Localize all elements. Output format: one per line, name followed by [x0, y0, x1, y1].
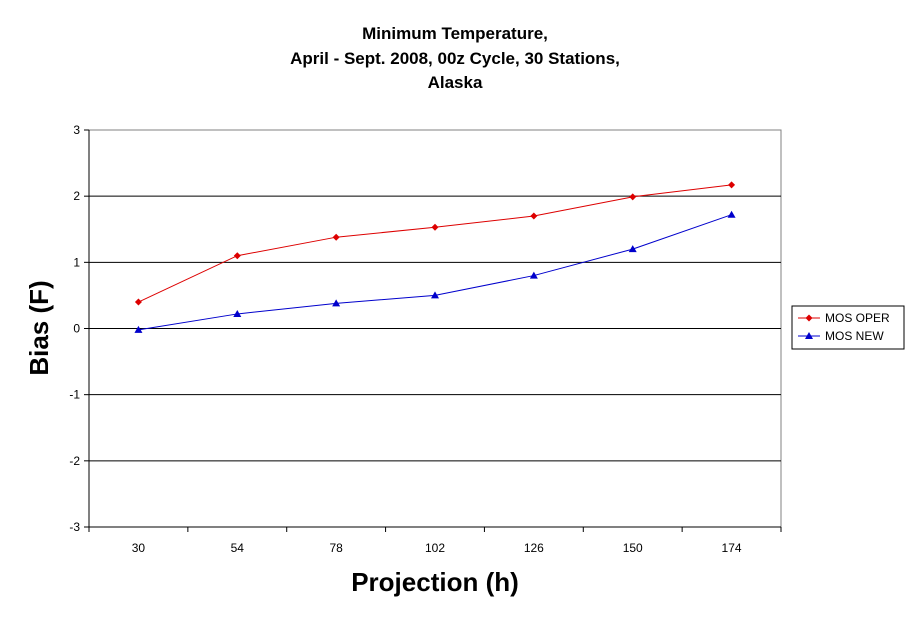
x-tick-label: 174 [722, 541, 742, 555]
data-point-mos-new [529, 271, 538, 279]
legend-label-mos-new: MOS NEW [825, 329, 884, 343]
data-point-mos-oper [332, 233, 340, 241]
chart-title-line-3: Alaska [428, 73, 483, 92]
series-layer [134, 181, 736, 333]
y-tick-label: 2 [73, 189, 80, 203]
y-tick-label: 0 [73, 322, 80, 336]
data-point-mos-new [332, 299, 341, 307]
legend-box [791, 305, 905, 350]
data-point-mos-new [628, 245, 637, 253]
chart-title-line-1: Minimum Temperature, [362, 24, 548, 43]
data-point-mos-new [727, 210, 736, 218]
data-point-mos-new [431, 291, 439, 299]
y-tick-label: -2 [69, 454, 80, 468]
x-axis-title: Projection (h) [351, 567, 519, 597]
data-point-mos-oper [629, 193, 637, 201]
plot-area [84, 129, 782, 532]
x-tick-label: 54 [231, 541, 245, 555]
chart-title: Minimum Temperature, April - Sept. 2008,… [290, 24, 620, 92]
x-axis-tick-labels: 30 54 78 102 126 150 174 [132, 541, 742, 555]
data-point-mos-oper [530, 212, 538, 220]
y-axis-title: Bias (F) [24, 280, 54, 375]
data-point-mos-oper [728, 181, 736, 189]
y-tick-label: 1 [73, 255, 80, 269]
x-tick-label: 30 [132, 541, 146, 555]
legend-marker-mos-new [805, 332, 813, 339]
x-tick-label: 126 [524, 541, 544, 555]
data-point-mos-oper [134, 298, 142, 306]
data-point-mos-new [134, 325, 143, 333]
x-tick-label: 78 [329, 541, 343, 555]
x-tick-label: 102 [425, 541, 445, 555]
legend-marker-mos-oper [805, 314, 813, 322]
legend: MOS OPER MOS NEW [791, 305, 905, 350]
x-tick-label: 150 [623, 541, 643, 555]
y-tick-label: 3 [73, 123, 80, 137]
data-point-mos-oper [233, 252, 241, 260]
chart-title-line-2: April - Sept. 2008, 00z Cycle, 30 Statio… [290, 49, 620, 68]
data-point-mos-oper [431, 223, 439, 231]
y-tick-label: -1 [69, 388, 80, 402]
legend-label-mos-oper: MOS OPER [825, 311, 890, 325]
data-point-mos-new [233, 309, 242, 317]
y-axis-tick-labels: -3 -2 -1 0 1 2 3 [69, 123, 80, 534]
y-tick-label: -3 [69, 520, 80, 534]
